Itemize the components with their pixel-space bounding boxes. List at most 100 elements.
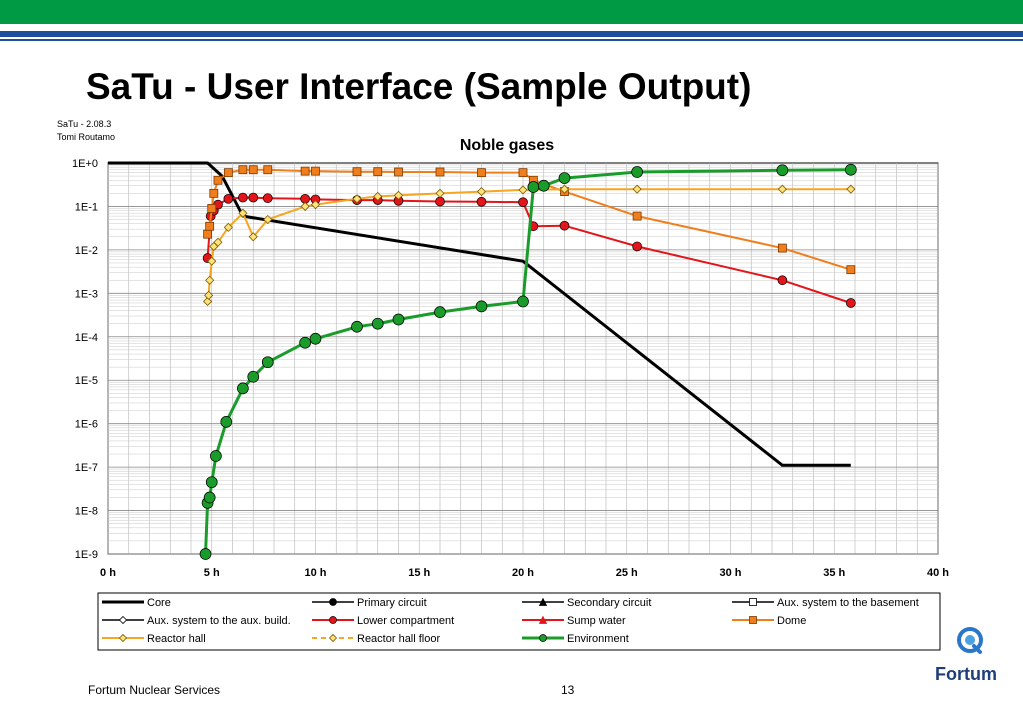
data-point-dome [777,243,787,253]
legend-label: Sump water [567,615,626,627]
legend-label: Lower compartment [357,615,454,627]
data-point-environment [299,336,311,349]
data-point-environment [247,370,260,383]
x-tick-label: 10 h [304,567,326,579]
data-point-reactor-hall [559,184,570,194]
data-point-environment [776,164,789,177]
top-blue-thin-stripe [0,39,1023,41]
top-blue-stripe [0,31,1023,37]
y-tick-label: 1E-1 [75,201,98,213]
y-tick-label: 1E-7 [75,462,98,474]
data-point-dome [518,168,528,178]
legend-label: Primary circuit [357,597,427,609]
data-point-dome [263,165,273,175]
data-point-lower-compartment [845,298,856,308]
data-point-reactor-hall [373,191,383,201]
data-point-dome [632,211,642,221]
data-point-lower-compartment [559,220,570,231]
data-point-dome [311,166,320,176]
data-point-lower-compartment [476,196,487,207]
data-point-environment [261,356,274,369]
data-point-dome [203,229,213,239]
x-tick-label: 5 h [204,567,220,579]
data-point-reactor-hall [205,275,215,285]
data-point-dome [846,265,856,275]
legend-label: Core [147,597,171,609]
legend: Core Primary circuit Secondary circuit Aux.… [97,592,941,651]
data-point-reactor-hall [263,214,273,225]
data-point-reactor-hall [518,185,528,195]
data-point-dome [352,167,362,177]
top-green-bar [0,0,1023,24]
y-tick-label: 1E-3 [75,288,98,300]
data-point-environment [475,300,488,313]
data-point-reactor-hall [310,200,321,210]
data-point-environment [527,181,540,193]
data-point-reactor-hall [238,208,248,218]
data-point-dome [209,188,219,198]
data-point-lower-compartment [435,196,445,207]
data-point-lower-compartment [518,197,528,208]
data-point-reactor-hall [393,190,404,200]
data-point-dome [238,165,248,175]
legend-marker [118,615,128,625]
legend-label: Secondary circuit [567,597,651,609]
slide-title: SaTu - User Interface (Sample Output) [86,66,752,107]
legend-marker [538,597,548,606]
data-point-environment [558,172,571,184]
legend-label: Reactor hall [147,633,206,645]
data-point-environment [199,548,212,560]
x-tick-label: 40 h [927,567,949,579]
grid [107,162,939,555]
data-point-reactor-hall [846,184,856,194]
data-point-reactor-hall [632,184,642,194]
data-point-environment [434,306,446,318]
data-point-reactor-hall [777,184,787,194]
data-point-dome [248,165,258,175]
data-point-reactor-hall [223,222,233,232]
legend-label: Dome [777,615,806,627]
x-tick-label: 30 h [719,567,741,579]
legend-marker [749,616,757,624]
data-point-dome [207,204,217,213]
version-label: SaTu - 2.08.3 [57,119,112,129]
data-point-dome [394,167,403,177]
legend-label: Aux. system to the aux. build. [147,615,291,627]
data-point-lower-compartment [223,193,234,204]
chart-title: Noble gases [460,137,554,154]
data-point-dome [300,166,310,176]
data-point-environment [351,320,363,333]
footer-organization: Fortum Nuclear Services [88,683,221,697]
x-tick-label: 25 h [616,567,638,579]
data-point-environment [392,313,405,326]
data-point-dome [205,221,215,231]
data-point-environment [237,382,249,395]
data-point-environment [309,332,322,345]
data-point-reactor-hall [213,237,223,247]
fortum-logo-icon [957,627,983,654]
page-number: 13 [561,683,575,697]
legend-label: Environment [567,633,629,645]
data-point-environment [205,476,218,489]
data-point-dome [477,168,486,178]
data-point-lower-compartment [262,193,273,204]
data-point-environment [220,416,233,428]
data-point-reactor-hall [207,256,217,266]
legend-marker [329,598,337,606]
data-point-lower-compartment [632,241,642,252]
data-point-environment [537,179,550,192]
y-tick-label: 1E-2 [75,245,98,257]
legend-label: Aux. system to the basement [777,597,919,609]
data-point-reactor-hall [352,194,362,204]
legend-label: Reactor hall floor [357,633,440,645]
y-tick-label: 1E-4 [75,332,98,344]
author-label: Tomi Routamo [57,132,116,142]
y-tick-label: 1E-9 [75,549,98,561]
y-tick-label: 1E-5 [75,375,98,387]
y-tick-label: 1E+0 [72,158,98,170]
x-tick-label: 15 h [408,567,430,579]
data-point-lower-compartment [238,192,248,203]
legend-marker [749,598,757,606]
data-point-environment [210,450,222,462]
